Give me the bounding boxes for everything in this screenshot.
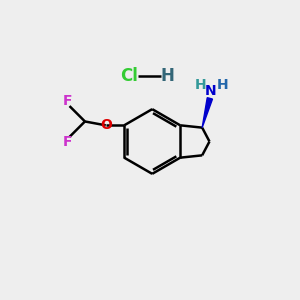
Text: F: F	[63, 94, 73, 108]
Text: H: H	[161, 67, 175, 85]
Text: N: N	[205, 84, 216, 98]
Text: Cl: Cl	[120, 67, 138, 85]
Text: H: H	[216, 77, 228, 92]
Text: O: O	[100, 118, 112, 132]
Polygon shape	[202, 98, 212, 127]
Text: F: F	[63, 135, 73, 149]
Text: H: H	[195, 77, 206, 92]
